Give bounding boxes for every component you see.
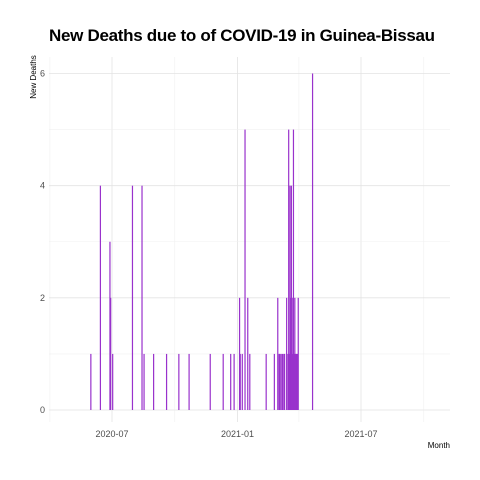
bar-34	[288, 353, 290, 410]
bar-31	[286, 297, 288, 410]
bar-43	[294, 353, 297, 410]
x-tick-label-1: 2021-01	[221, 429, 254, 439]
bar-33	[288, 129, 290, 411]
y-tick-label-0: 0	[40, 405, 45, 415]
bar-35	[289, 185, 291, 410]
bar-38	[291, 353, 293, 410]
y-tick-label-6: 6	[40, 69, 45, 79]
bar-1	[99, 185, 102, 410]
bar-23	[273, 353, 275, 410]
y-tick-labels: 0 2 4 6	[40, 69, 45, 416]
bar-10	[178, 353, 180, 410]
bar-39	[292, 297, 294, 410]
y-tick-label-2: 2	[40, 293, 45, 303]
bar-42	[294, 297, 296, 410]
bar-6	[141, 185, 143, 410]
bar-28	[281, 353, 284, 410]
bar-13	[222, 353, 224, 410]
bar-25	[278, 353, 280, 410]
x-axis-label: Month	[428, 441, 450, 450]
chart-title: New Deaths due to of COVID-19 in Guinea-…	[49, 26, 435, 45]
bar-48	[311, 73, 314, 410]
bar-40	[292, 129, 295, 411]
bar-27	[280, 353, 282, 410]
bar-19	[244, 129, 246, 411]
bars	[90, 73, 314, 411]
bar-46	[296, 353, 299, 410]
x-tick-label-2: 2021-07	[344, 429, 377, 439]
bar-15	[233, 353, 235, 410]
bar-20	[247, 297, 249, 410]
bar-47	[297, 297, 299, 410]
bar-17	[239, 353, 241, 410]
bar-2	[109, 241, 111, 410]
bar-11	[188, 353, 190, 410]
x-tick-labels: 2020-07 2021-01 2021-07	[95, 429, 377, 439]
bar-45	[296, 353, 298, 410]
bar-16	[238, 297, 241, 410]
bar-29	[283, 353, 285, 410]
bar-26	[279, 353, 281, 410]
y-axis-label: New Deaths	[29, 55, 38, 99]
bar-8	[153, 353, 155, 410]
bar-36	[290, 297, 292, 410]
bar-4	[112, 353, 114, 410]
grid-lines	[49, 57, 450, 422]
bar-14	[230, 353, 232, 410]
bar-5	[131, 185, 134, 410]
bar-41	[293, 353, 295, 410]
bar-3	[110, 297, 112, 410]
bar-37	[290, 185, 293, 410]
bar-44	[295, 353, 297, 410]
bar-18	[241, 353, 243, 410]
bar-9	[165, 353, 168, 410]
bar-0	[90, 353, 92, 410]
bar-21	[249, 353, 251, 410]
y-tick-label-4: 4	[40, 181, 45, 191]
x-tick-label-0: 2020-07	[95, 429, 128, 439]
bar-30	[283, 353, 286, 410]
bar-7	[143, 353, 145, 410]
bar-32	[287, 353, 289, 410]
bar-24	[277, 297, 279, 410]
bar-22	[265, 353, 267, 410]
bar-12	[209, 353, 211, 410]
